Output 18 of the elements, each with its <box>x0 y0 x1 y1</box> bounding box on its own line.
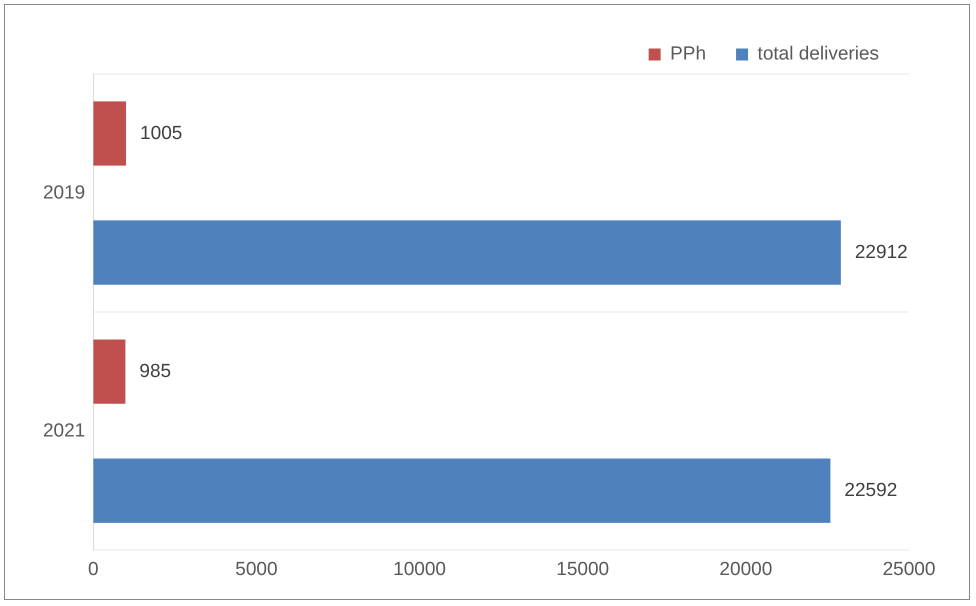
data-label: 22592 <box>844 480 898 501</box>
y-tick-label: 2019 <box>42 182 86 204</box>
bar <box>93 339 126 404</box>
y-tick-label: 2021 <box>42 420 86 442</box>
bar <box>93 101 126 166</box>
x-tick-label: 20000 <box>719 558 772 580</box>
bar <box>93 220 841 285</box>
data-label: 985 <box>139 360 172 382</box>
data-label: 1005 <box>140 122 182 144</box>
x-tick-label: 15000 <box>556 558 610 580</box>
legend-label: PPh <box>670 44 706 65</box>
x-tick-label: 5000 <box>235 558 278 580</box>
x-tick-label: 0 <box>88 558 99 580</box>
x-tick-label: 10000 <box>393 558 446 580</box>
bar <box>93 458 830 523</box>
legend-label: total deliveries <box>758 44 880 65</box>
x-tick-label: 25000 <box>882 558 936 580</box>
data-label: 22912 <box>854 242 908 263</box>
